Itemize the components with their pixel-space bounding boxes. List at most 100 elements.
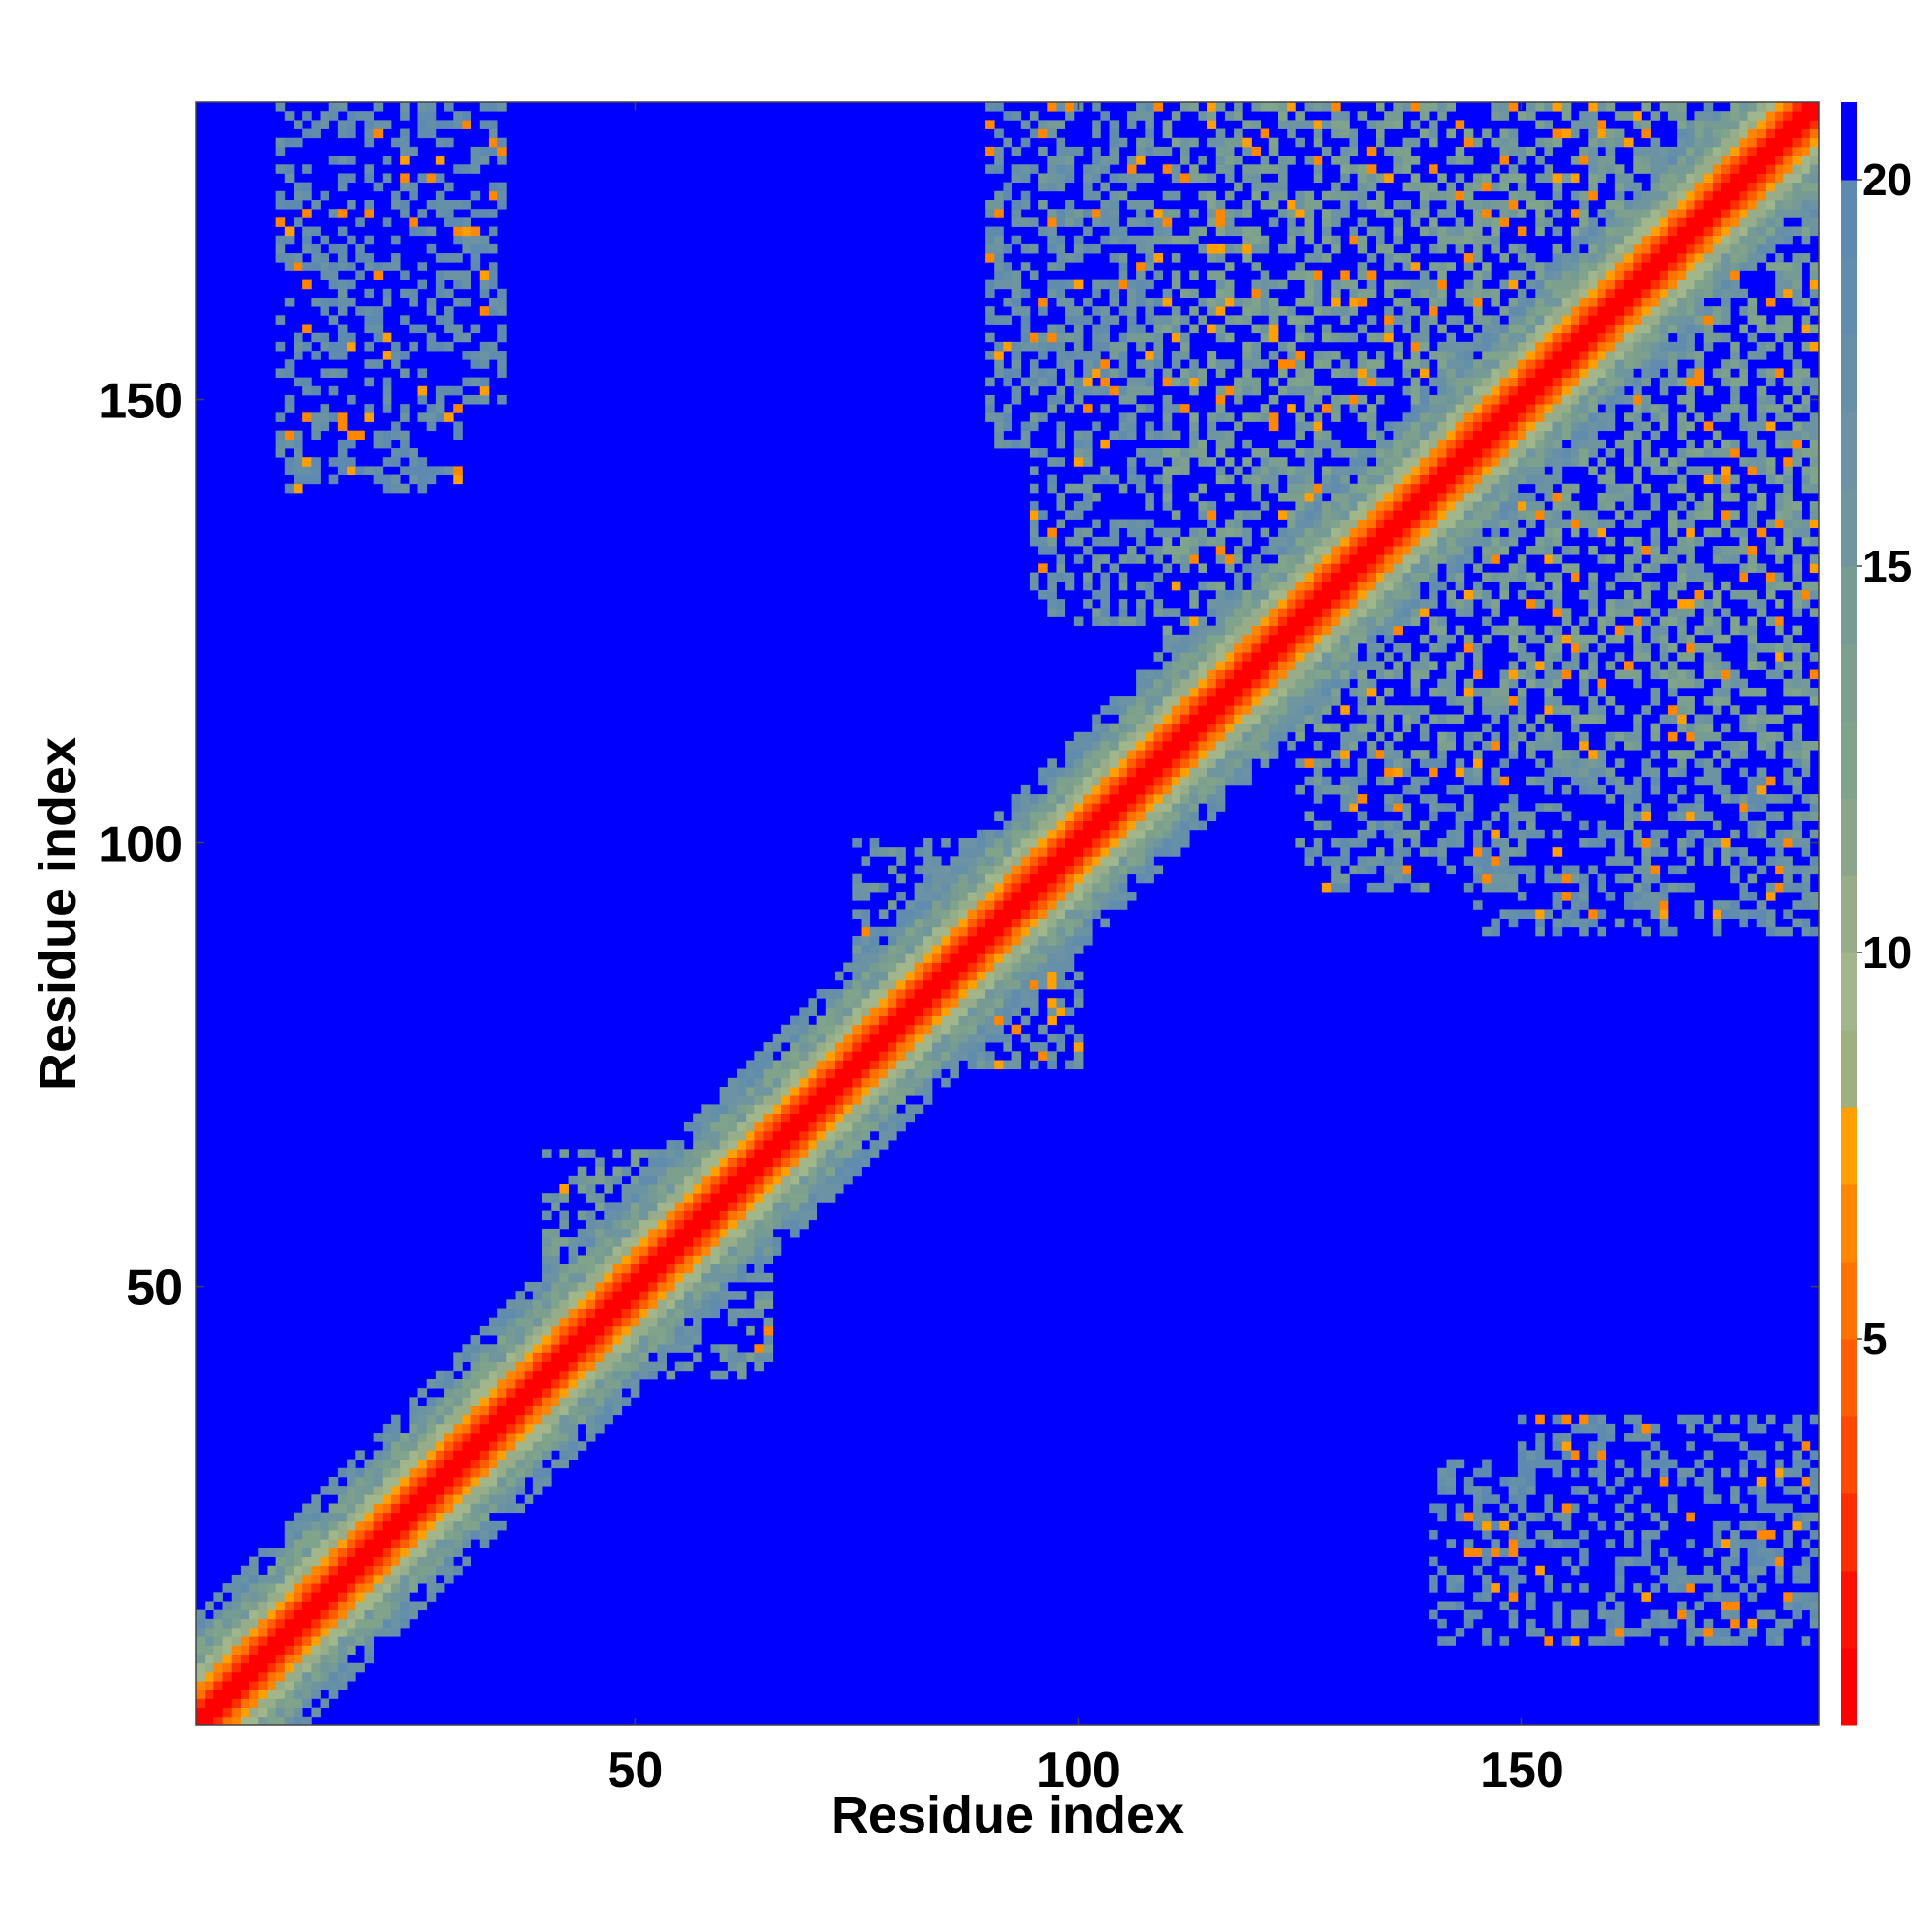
heatmap-cell — [585, 1361, 596, 1372]
heatmap-cell — [923, 962, 933, 973]
heatmap-cell — [1092, 563, 1101, 573]
heatmap-cell — [666, 1193, 676, 1203]
heatmap-cell — [666, 1157, 676, 1168]
heatmap-cell — [417, 1565, 428, 1576]
heatmap-cell — [1056, 838, 1066, 848]
heatmap-cell — [205, 1671, 214, 1682]
heatmap-cell — [1224, 696, 1235, 706]
heatmap-cell — [1268, 661, 1279, 670]
heatmap-cell — [914, 962, 924, 973]
heatmap-cell — [1038, 900, 1048, 910]
heatmap-cell — [390, 1459, 401, 1469]
heatmap-cell — [852, 1104, 862, 1114]
heatmap-cell — [1215, 226, 1226, 237]
heatmap-cell — [888, 926, 897, 937]
heatmap-cell — [1162, 394, 1173, 405]
heatmap-cell — [506, 1308, 516, 1319]
heatmap-cell — [1171, 554, 1181, 564]
heatmap-cell — [1118, 829, 1128, 839]
heatmap-cell — [1313, 784, 1323, 795]
heatmap-cell — [1268, 634, 1279, 644]
heatmap-cell — [444, 137, 454, 148]
heatmap-cell — [1278, 164, 1288, 174]
heatmap-cell — [799, 1033, 809, 1043]
heatmap-cell — [1029, 527, 1039, 538]
heatmap-cell — [400, 1459, 410, 1469]
heatmap-cell — [444, 1520, 454, 1531]
heatmap-cell — [825, 1193, 836, 1203]
heatmap-cell — [302, 1548, 312, 1557]
heatmap-cell — [409, 324, 418, 334]
heatmap-cell — [1118, 705, 1128, 715]
heatmap-cell — [488, 262, 498, 271]
heatmap-cell — [426, 226, 437, 237]
heatmap-cell — [1340, 740, 1350, 751]
heatmap-cell — [462, 1397, 471, 1406]
heatmap-cell — [205, 1716, 214, 1726]
heatmap-cell — [551, 1378, 560, 1389]
heatmap-cell — [852, 1033, 862, 1043]
heatmap-cell — [213, 1636, 223, 1646]
heatmap-cell — [1287, 439, 1296, 449]
heatmap-cell — [710, 1210, 721, 1221]
heatmap-cell — [1162, 723, 1173, 733]
heatmap-cell — [861, 1149, 871, 1158]
heatmap-cell — [967, 971, 978, 981]
heatmap-cell — [1313, 102, 1323, 112]
heatmap-cell — [1287, 536, 1296, 547]
heatmap-cell — [923, 953, 933, 963]
heatmap-cell — [1224, 669, 1235, 680]
heatmap-cell — [1162, 315, 1173, 325]
heatmap-cell — [559, 1352, 569, 1363]
heatmap-cell — [781, 1087, 791, 1096]
heatmap-cell — [1065, 368, 1075, 378]
heatmap-cell — [1126, 784, 1137, 795]
heatmap-cell — [1083, 448, 1093, 458]
heatmap-cell — [941, 989, 951, 999]
heatmap-cell — [1357, 448, 1368, 458]
heatmap-cell — [320, 368, 330, 378]
heatmap-cell — [1207, 794, 1217, 804]
heatmap-cell — [808, 1210, 818, 1221]
heatmap-cell — [950, 909, 959, 919]
heatmap-cell — [1260, 546, 1270, 555]
heatmap-cell — [444, 1565, 454, 1576]
heatmap-cell — [1357, 731, 1368, 742]
heatmap-cell — [532, 1397, 543, 1406]
heatmap-cell — [799, 1193, 809, 1203]
heatmap-cell — [1304, 483, 1315, 494]
heatmap-cell — [869, 945, 880, 954]
heatmap-cell — [1100, 856, 1110, 866]
heatmap-cell — [1321, 678, 1332, 689]
heatmap-cell — [1295, 581, 1305, 591]
heatmap-cell — [1162, 829, 1173, 839]
heatmap-cell — [958, 980, 969, 990]
heatmap-cell — [1029, 510, 1039, 520]
heatmap-cell — [595, 1397, 605, 1406]
heatmap-cell — [1029, 909, 1039, 919]
heatmap-cell — [568, 1325, 579, 1336]
heatmap-cell — [923, 900, 933, 910]
heatmap-cell — [763, 1068, 774, 1079]
heatmap-cell — [435, 1433, 445, 1442]
heatmap-cell — [479, 359, 490, 369]
heatmap-cell — [462, 1406, 471, 1416]
heatmap-cell — [559, 1237, 569, 1247]
heatmap-cell — [1357, 394, 1368, 405]
heatmap-cell — [1180, 811, 1190, 822]
heatmap-cell — [888, 1104, 897, 1114]
heatmap-cell — [1047, 279, 1057, 290]
heatmap-cell — [222, 1671, 233, 1682]
heatmap-cell — [985, 847, 995, 857]
heatmap-cell — [532, 1335, 543, 1345]
heatmap-cell — [1136, 243, 1146, 254]
heatmap-cell — [994, 882, 1004, 893]
heatmap-cell — [1029, 1007, 1039, 1016]
heatmap-cell — [1189, 359, 1199, 369]
heatmap-cell — [1242, 527, 1252, 538]
heatmap-cell — [1109, 767, 1120, 778]
heatmap-cell — [763, 1317, 774, 1327]
heatmap-cell — [1260, 270, 1270, 281]
heatmap-cell — [985, 865, 995, 875]
heatmap-cell — [1198, 581, 1208, 591]
